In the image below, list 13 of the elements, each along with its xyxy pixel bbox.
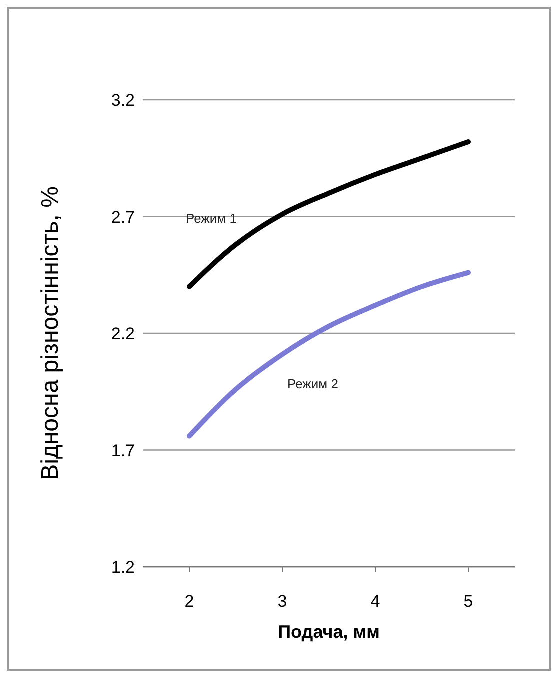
y-tick-label: 2.7 bbox=[111, 208, 135, 227]
x-tick-label: 5 bbox=[464, 592, 474, 611]
y-tick-label: 2.2 bbox=[111, 324, 135, 344]
series-label: Режим 2 bbox=[288, 376, 338, 392]
y-tick-label: 1.7 bbox=[111, 441, 135, 460]
y-axis-title: Відносна різностінність, % bbox=[37, 186, 64, 480]
y-tick-label: 1.2 bbox=[111, 558, 135, 577]
y-tick-label: 3.2 bbox=[111, 91, 135, 110]
x-tick-label: 4 bbox=[370, 592, 380, 611]
x-axis-title: Подача, мм bbox=[278, 622, 380, 642]
x-tick-label: 2 bbox=[184, 592, 194, 611]
x-tick-label: 3 bbox=[278, 592, 288, 611]
series-label: Режим 1 bbox=[186, 210, 237, 226]
